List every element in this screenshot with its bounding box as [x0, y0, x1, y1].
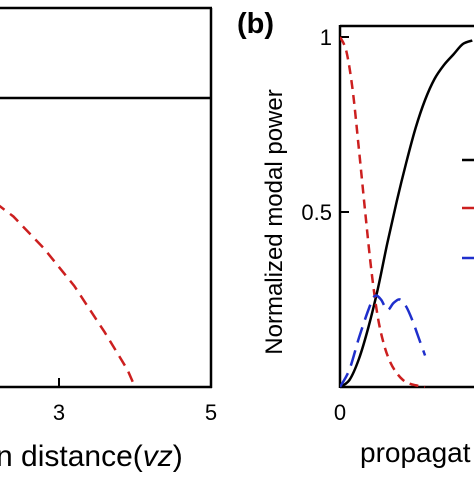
- panel-a-x-axis-label: n distance(vz): [0, 440, 183, 473]
- panel-b-x-tick-label: 0: [334, 400, 346, 425]
- panel-b-legend: [462, 158, 474, 260]
- panel-b-y-tick-label: 0.5: [301, 200, 332, 225]
- panel-b-series-black-solid-line: [340, 39, 473, 388]
- panel-a-series-dashed-line: [0, 204, 137, 388]
- panel-b-y-tick-label: 1: [320, 25, 332, 50]
- panel-b-x-axis-label: propagat: [360, 437, 471, 468]
- panel-b-y-axis-label: Normalized modal power: [261, 89, 288, 354]
- panel-a-x-tick-label: 3: [53, 400, 65, 425]
- panel-b: (b) 0.5 1 0 Normalized modal power propaga…: [237, 8, 474, 468]
- panel-a-x-tick-label: 5: [205, 400, 217, 425]
- panel-b-marks: 0.5 1 0: [301, 25, 473, 425]
- panel-b-series-red-dashed-line: [340, 36, 426, 388]
- panel-b-label: (b): [237, 8, 274, 40]
- panel-b-series-blue-dashed-line: [340, 294, 427, 388]
